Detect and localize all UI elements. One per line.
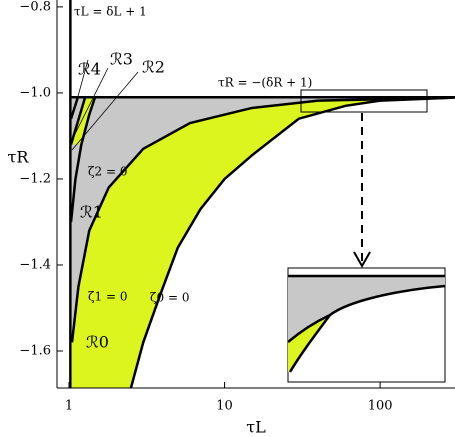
yellow-region	[71, 97, 455, 388]
curve	[129, 96, 455, 389]
yellow-wedge	[71, 97, 96, 145]
annotation: ℛ0	[86, 333, 109, 352]
annotation: ℛ4	[78, 60, 101, 79]
curve	[70, 96, 455, 343]
annotation: τL = δL + 1	[74, 5, 147, 19]
y-tick-label: −1.2	[19, 171, 51, 186]
fills	[70, 97, 455, 388]
x-axis-label: τL	[246, 418, 266, 437]
annotation: ζ1 = 0	[88, 290, 127, 304]
annotation: ℛ3	[110, 50, 133, 69]
leader-line	[71, 59, 89, 119]
annotation: ℛ1	[80, 203, 103, 222]
x-tick-label: 10	[216, 399, 233, 414]
annotation: τR = −(δR + 1)	[218, 76, 312, 90]
inset-curve	[287, 284, 446, 343]
annotation: ζ0 = 0	[150, 291, 189, 305]
leader-line	[71, 67, 109, 141]
annotation: ℛ2	[142, 58, 165, 77]
x-tick-label: 100	[368, 399, 393, 414]
y-tick-label: −0.8	[19, 0, 51, 14]
y-tick-label: −1.0	[19, 85, 51, 100]
curve	[69, 96, 97, 223]
zoom-arrow-head	[353, 251, 371, 269]
y-tick-label: −1.6	[19, 344, 51, 359]
gray-region	[70, 97, 455, 343]
inset	[287, 267, 446, 383]
axes: 1 10 100 −0.8 −1.0 −1.2 −1.4 −1.6 τL τR τL = δL + …	[8, 0, 455, 437]
y-tick-label: −1.4	[19, 257, 51, 272]
lines	[69, 0, 455, 389]
y-axis-label: τR	[8, 148, 30, 167]
annotation: ζ2 = 0	[88, 165, 127, 179]
x-tick-label: 1	[65, 399, 73, 414]
inset-gray	[288, 276, 445, 342]
leader-line	[71, 71, 139, 151]
inset-curve	[288, 314, 332, 373]
zoom-box	[300, 89, 428, 113]
